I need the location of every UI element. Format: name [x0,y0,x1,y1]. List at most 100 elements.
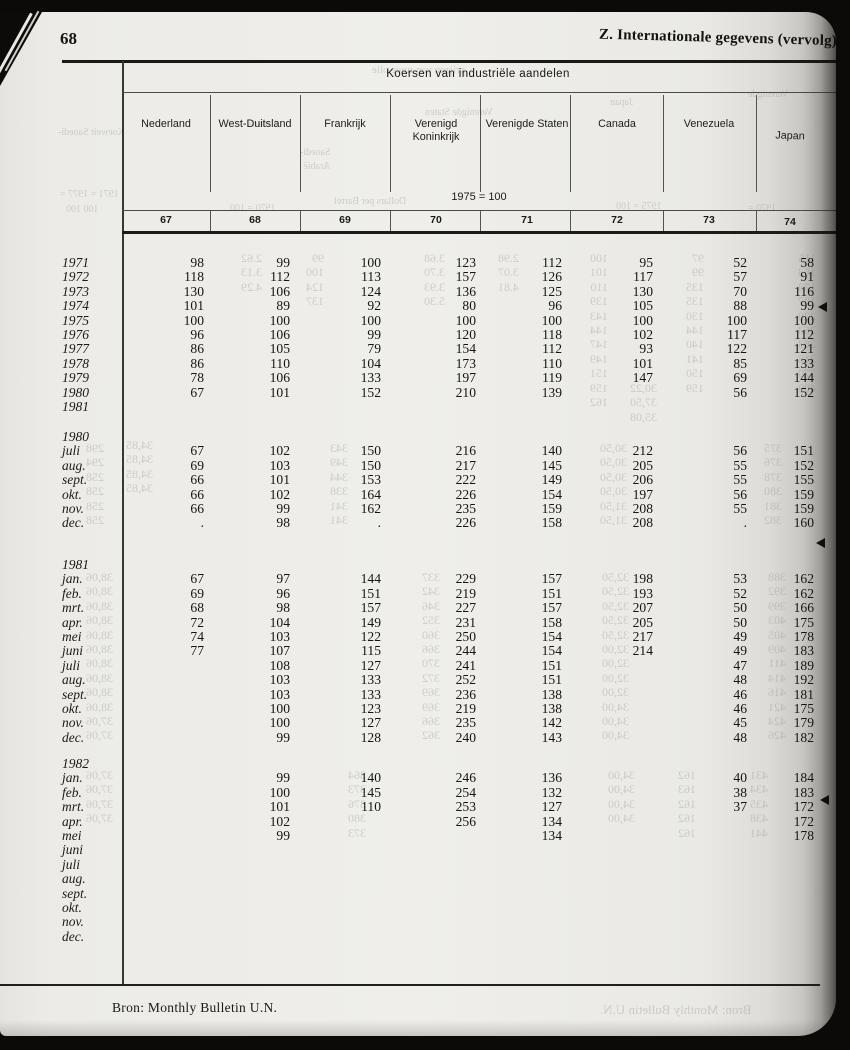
table-row: feb. 100 145 254 132 38 183 [0,784,836,800]
index-value: 222 [455,472,476,488]
index-value: 205 [632,457,653,473]
index-value: 112 [270,269,290,285]
period-label: nov. [62,914,84,930]
index-value: 241 [455,657,476,673]
column-separator [210,211,211,231]
index-value: 122 [360,628,381,644]
index-value: 104 [360,355,381,371]
index-value: 214 [632,643,653,659]
column-code: 70 [430,214,442,226]
top-rule [62,60,836,63]
index-value: 122 [726,341,747,357]
table-row: dec.. 98. 226 158 208. 160 [0,515,836,531]
header-bottom-rule [122,231,836,234]
period-label: feb. [62,585,82,601]
index-value: 197 [455,370,476,386]
index-value: 250 [455,628,476,644]
index-value: 253 [455,799,476,815]
index-value: 106 [269,370,290,386]
period-label: mrt. [62,799,85,815]
period-label: juni [62,842,84,858]
bleedthrough-text: Saoedi- Arabië [300,147,331,173]
table-row: mrt. 68 98 157 227 157 207 50 166 [0,600,836,615]
index-value: 133 [360,370,381,386]
bleedthrough-text: 100 100 [66,204,99,215]
page-edge-mark [820,795,829,805]
index-value: 112 [542,255,562,270]
page-content: prijzen van ruwe olie Verenigde Staten Can… [0,12,836,1036]
index-value: 105 [632,298,653,314]
index-value: . [200,515,204,531]
index-value: 56 [733,384,747,400]
index-value: 145 [541,457,562,473]
index-value: 96 [190,326,204,342]
index-value: . [743,515,747,531]
index-value: 69 [190,585,204,601]
index-value: 142 [541,715,562,731]
index-value: 120 [455,326,476,342]
index-value: 56 [733,486,747,502]
column-code: 71 [521,214,533,226]
index-value: 99 [276,827,290,843]
table-row: okt. 66 102 164 226 154 197 56 159 [0,486,836,502]
index-value: 102 [269,813,290,829]
table-row: juli 108 127 241 151 47 189 [0,657,836,673]
index-value: 40 [733,770,747,786]
column-separator [570,211,571,231]
table-row: mrt. 101 110 253 127 37 172 [0,799,836,815]
column-separator [210,95,211,192]
index-value: 110 [542,355,562,371]
index-value: 130 [183,283,204,299]
index-value: 164 [360,486,381,502]
period-label: sept. [62,472,88,488]
index-value: 46 [733,700,747,716]
period-label: mei [62,628,82,644]
table-row: okt. [0,900,836,915]
bleedthrough-text: 1971 = 1977 = [60,189,119,200]
index-value: 100 [269,700,290,716]
index-value: 67 [190,443,204,459]
column-header: Japan [775,129,805,143]
index-value: 93 [639,341,653,357]
index-value: 108 [269,657,290,673]
period-label: juli [62,856,81,872]
index-value: 110 [270,355,290,371]
column-separator [390,95,391,192]
index-value: 254 [455,784,476,800]
index-value: 147 [632,370,653,386]
index-value: 173 [455,355,476,371]
section-year-row: 1981 [0,557,836,572]
table-row: jan. 99 140 246 136 40 184 [0,770,836,786]
column-separator [480,211,481,231]
table-row: okt. 100 123 219 138 46 175 [0,700,836,716]
table-row: aug. [0,871,836,886]
index-value: 100 [269,312,290,328]
index-value: 154 [455,341,476,357]
index-value: 134 [541,827,562,843]
index-value: 219 [455,700,476,716]
index-value: 69 [733,370,747,386]
index-value: 115 [361,643,381,659]
table-row: feb. 69 96 151 219 151 193 52 162 [0,585,836,601]
column-separator [663,211,664,231]
index-value: 158 [541,515,562,531]
index-value: 236 [455,686,476,702]
index-value: 100 [360,312,381,328]
period-label: aug. [62,672,86,688]
index-value: 86 [190,341,204,357]
bleedthrough-text: Japan [610,97,633,108]
index-value: 86 [190,355,204,371]
table-row: apr. 102 256 134 172 [0,813,836,829]
index-value: 57 [733,269,747,285]
index-value: 134 [541,813,562,829]
index-value: 127 [360,715,381,731]
table-row: apr. 72 104 149 231 158 205 50 175 [0,614,836,630]
index-value: 47 [733,657,747,673]
index-value: 235 [455,715,476,731]
table-row: dec. 99 128 240 143 48 182 [0,729,836,745]
table-bottom-rule [0,984,820,986]
column-code: 67 [160,214,172,226]
index-value: 231 [455,614,476,630]
index-value: 182 [793,729,814,745]
